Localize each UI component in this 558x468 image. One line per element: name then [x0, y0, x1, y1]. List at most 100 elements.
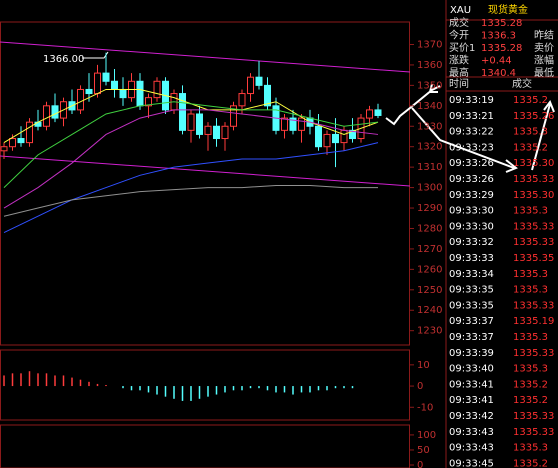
symbol: XAU	[450, 5, 471, 16]
candle-body	[153, 80, 161, 99]
candle-body	[111, 80, 118, 90]
candle-body	[255, 76, 263, 86]
y-tick-label: 1330	[417, 121, 442, 132]
quote-value: 1336.3	[481, 31, 516, 42]
candle-body	[51, 105, 59, 119]
candle-body	[94, 72, 101, 95]
tick-price: 1335.33	[513, 427, 554, 438]
tick-time: 09:33:29	[449, 190, 494, 201]
moving-average	[3, 101, 379, 188]
quote-label: 成交	[449, 16, 469, 29]
candle-body	[77, 88, 84, 111]
y-tick-label: 1280	[417, 223, 442, 234]
tick-time: 09:33:30	[449, 206, 494, 217]
tick-price: 1335.30	[513, 158, 554, 169]
candle-body	[187, 113, 195, 131]
quote-label: 最低	[534, 66, 554, 79]
tick-price: 1335.35	[513, 253, 554, 264]
quote-label: 买价1	[449, 42, 475, 54]
moving-average	[3, 142, 379, 234]
kdj-tick-label: 50	[417, 445, 430, 456]
tick-price: 1335.3	[513, 269, 548, 280]
tick-price: 1335.33	[513, 237, 554, 248]
tick-time: 09:33:34	[449, 269, 494, 280]
candle-body	[213, 125, 220, 140]
candle-body	[85, 88, 93, 95]
kdj-tick-label: 0	[417, 460, 423, 468]
candle-body	[34, 121, 42, 127]
tick-time: 09:33:35	[449, 285, 494, 296]
tick-price: 1335.33	[513, 221, 554, 232]
kdj-tick-label: 100	[417, 430, 436, 441]
candle-body	[179, 93, 186, 131]
tick-time: 09:33:45	[449, 458, 494, 468]
candle-body	[119, 88, 127, 99]
quote-label: 今开	[449, 29, 469, 42]
candle-body	[340, 129, 348, 144]
tick-price: 1335.2	[513, 142, 548, 153]
macd-tick-label: -10	[417, 402, 433, 413]
candle-body	[26, 121, 33, 144]
candle-body	[315, 125, 322, 148]
tick-price: 1335.33	[513, 348, 554, 359]
tick-price: 1335.3	[513, 364, 548, 375]
y-tick-label: 1350	[417, 80, 442, 91]
tick-time: 09:33:37	[449, 332, 494, 343]
candle-body	[238, 93, 246, 107]
quote-label: 涨幅	[534, 54, 554, 67]
tick-price: 1335.30	[513, 190, 554, 201]
tick-time: 09:33:26	[449, 174, 494, 185]
y-tick-label: 1250	[417, 285, 442, 296]
tick-time: 09:33:30	[449, 221, 494, 232]
tick-time: 09:33:26	[449, 158, 494, 169]
tick-price: 1335.2	[513, 395, 548, 406]
tick-time: 09:33:21	[449, 111, 494, 122]
candle-body	[230, 105, 237, 127]
candle-body	[247, 76, 254, 95]
candle-body	[221, 125, 229, 140]
candle-body	[0, 146, 8, 152]
tick-time: 09:33:22	[449, 127, 494, 138]
tick-time: 09:33:43	[449, 443, 494, 454]
ticks-header: 时间	[449, 77, 469, 90]
quote-label: 涨跌	[449, 54, 469, 67]
candle-body	[281, 117, 288, 131]
tick-time: 09:33:19	[449, 95, 494, 106]
tick-price: 1335.26	[513, 111, 554, 122]
candle-body	[323, 133, 331, 148]
tick-price: 1335.33	[513, 174, 554, 185]
y-tick-label: 1230	[417, 326, 442, 337]
candle-body	[332, 133, 339, 144]
candle-body	[145, 97, 152, 107]
tick-price: 1335.33	[513, 411, 554, 422]
tick-price: 1335.33	[513, 300, 554, 311]
quote-label: 昨结	[534, 29, 554, 42]
y-tick-label: 1360	[417, 60, 442, 71]
tick-price: 1335.2	[513, 458, 548, 468]
tick-price: 1335.2	[513, 95, 548, 106]
tick-time: 09:33:41	[449, 395, 494, 406]
y-tick-label: 1270	[417, 244, 442, 255]
instrument-name: 现货黄金	[488, 3, 528, 16]
tick-time: 09:33:41	[449, 379, 494, 390]
annotation: 1366.00	[43, 54, 84, 65]
tick-price: 1335.3	[513, 206, 548, 217]
y-tick-label: 1260	[417, 264, 442, 275]
candle-body	[102, 72, 110, 82]
macd-tick-label: 10	[417, 360, 430, 371]
tick-time: 09:33:35	[449, 300, 494, 311]
tick-time: 09:33:43	[449, 427, 494, 438]
tick-time: 09:33:23	[449, 142, 494, 153]
candle-body	[289, 117, 297, 131]
candle-body	[264, 84, 271, 107]
tick-time: 09:33:37	[449, 316, 494, 327]
y-tick-label: 1290	[417, 203, 442, 214]
tick-time: 09:33:42	[449, 411, 494, 422]
candle-body	[366, 109, 373, 119]
tick-time: 09:33:32	[449, 237, 494, 248]
tick-price: 1335.2	[513, 379, 548, 390]
y-tick-label: 1300	[417, 183, 442, 194]
tick-time: 09:33:33	[449, 253, 494, 264]
candle-body	[9, 138, 16, 148]
